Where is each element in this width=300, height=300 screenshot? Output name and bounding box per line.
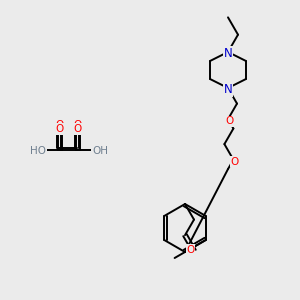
Text: O: O (186, 245, 194, 255)
Text: O: O (225, 116, 233, 126)
Text: O: O (56, 124, 64, 134)
Text: OH: OH (92, 146, 108, 156)
Text: N: N (224, 47, 232, 60)
Text: HO: HO (30, 146, 46, 156)
Text: N: N (224, 83, 232, 96)
Text: O: O (74, 124, 82, 134)
Text: O: O (55, 120, 63, 130)
Text: O: O (230, 157, 238, 167)
Text: O: O (73, 120, 81, 130)
